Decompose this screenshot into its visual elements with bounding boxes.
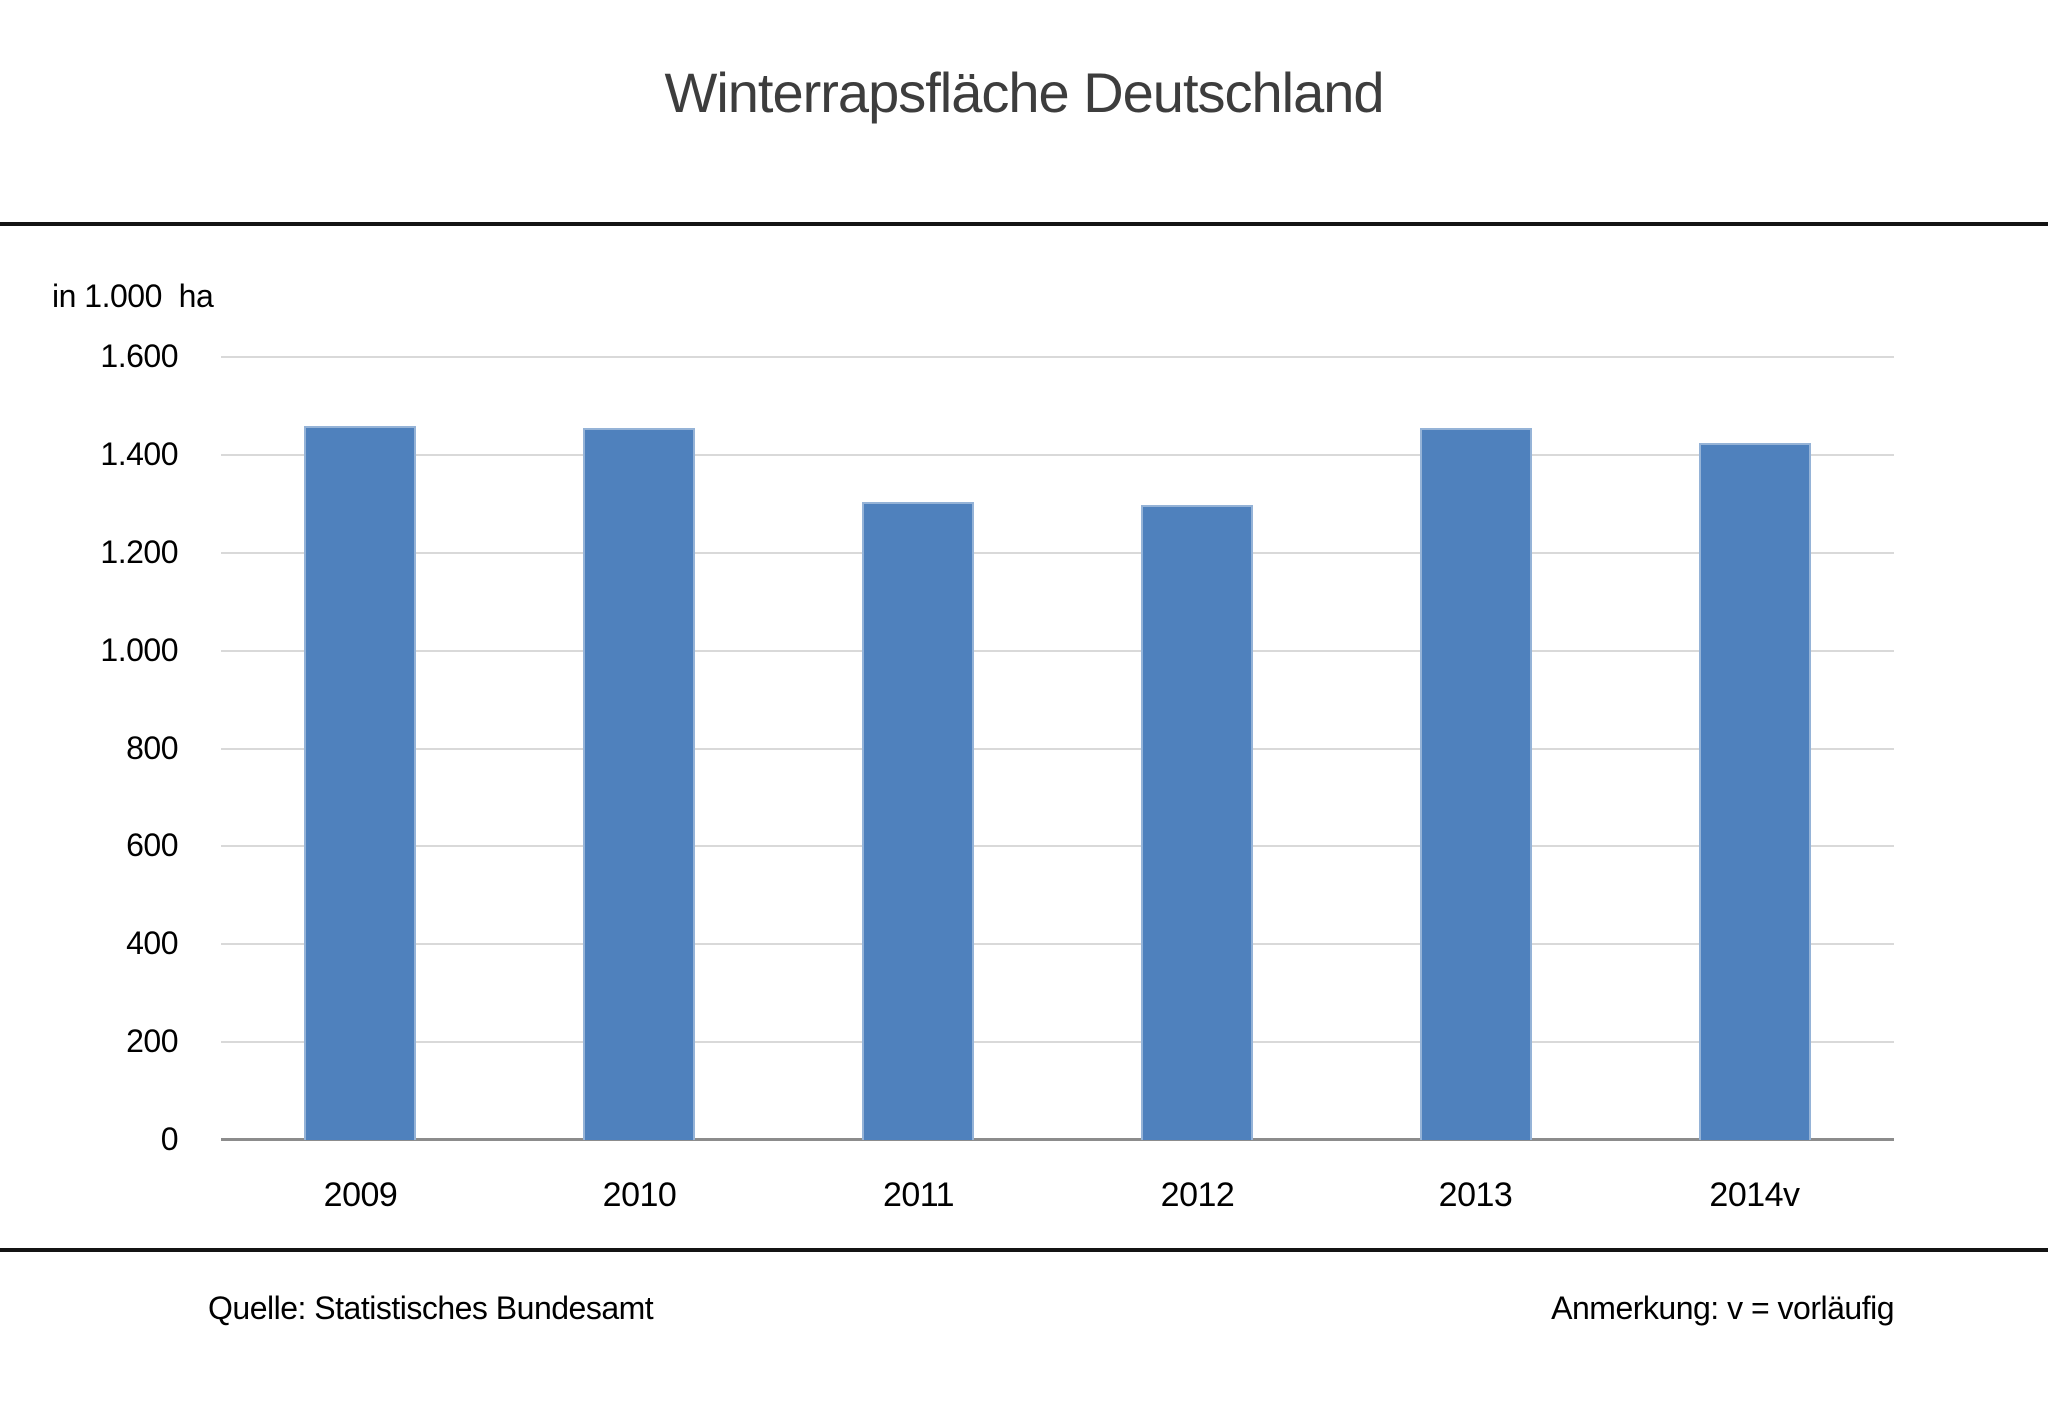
gridline [221,649,1894,652]
top-divider [0,222,2048,226]
footer-source: Quelle: Statistisches Bundesamt [208,1290,654,1326]
y-tick-label: 1.200 [100,533,178,570]
plot-area [221,356,1894,1141]
gridline [221,1041,1894,1044]
bar-2010 [583,428,695,1140]
y-tick-label: 1.000 [100,631,178,668]
y-axis-unit-label: in 1.000 ha [52,278,214,314]
gridline [221,551,1894,554]
gridline [221,356,1894,358]
x-tick-label: 2009 [323,1176,398,1214]
y-tick-label: 0 [160,1121,179,1157]
y-tick-label: 600 [126,827,178,864]
y-tick-label: 800 [126,729,178,766]
gridline [221,747,1894,750]
bar-2012 [1141,505,1253,1140]
y-tick-label: 200 [126,1023,178,1060]
gridline [221,453,1894,456]
x-tick-label: 2011 [882,1176,955,1214]
x-tick-label: 2014v [1709,1176,1800,1214]
footer-note: Anmerkung: v = vorläufig [1551,1290,1894,1326]
gridline [221,845,1894,848]
x-tick-label: 2013 [1438,1176,1513,1214]
bottom-divider [0,1248,2048,1252]
bar-2014v [1699,443,1811,1140]
x-tick-label: 2010 [602,1176,677,1214]
gridline [221,943,1894,946]
y-tick-label: 400 [126,925,178,962]
bar-2011 [862,502,974,1140]
bar-2009 [304,426,416,1140]
chart-title: Winterrapsfläche Deutschland [664,61,1384,124]
x-axis-line [221,1138,1894,1141]
y-tick-label: 1.600 [100,338,178,374]
bar-2013 [1420,428,1532,1140]
y-tick-label: 1.400 [100,435,178,472]
x-tick-label: 2012 [1160,1176,1235,1214]
